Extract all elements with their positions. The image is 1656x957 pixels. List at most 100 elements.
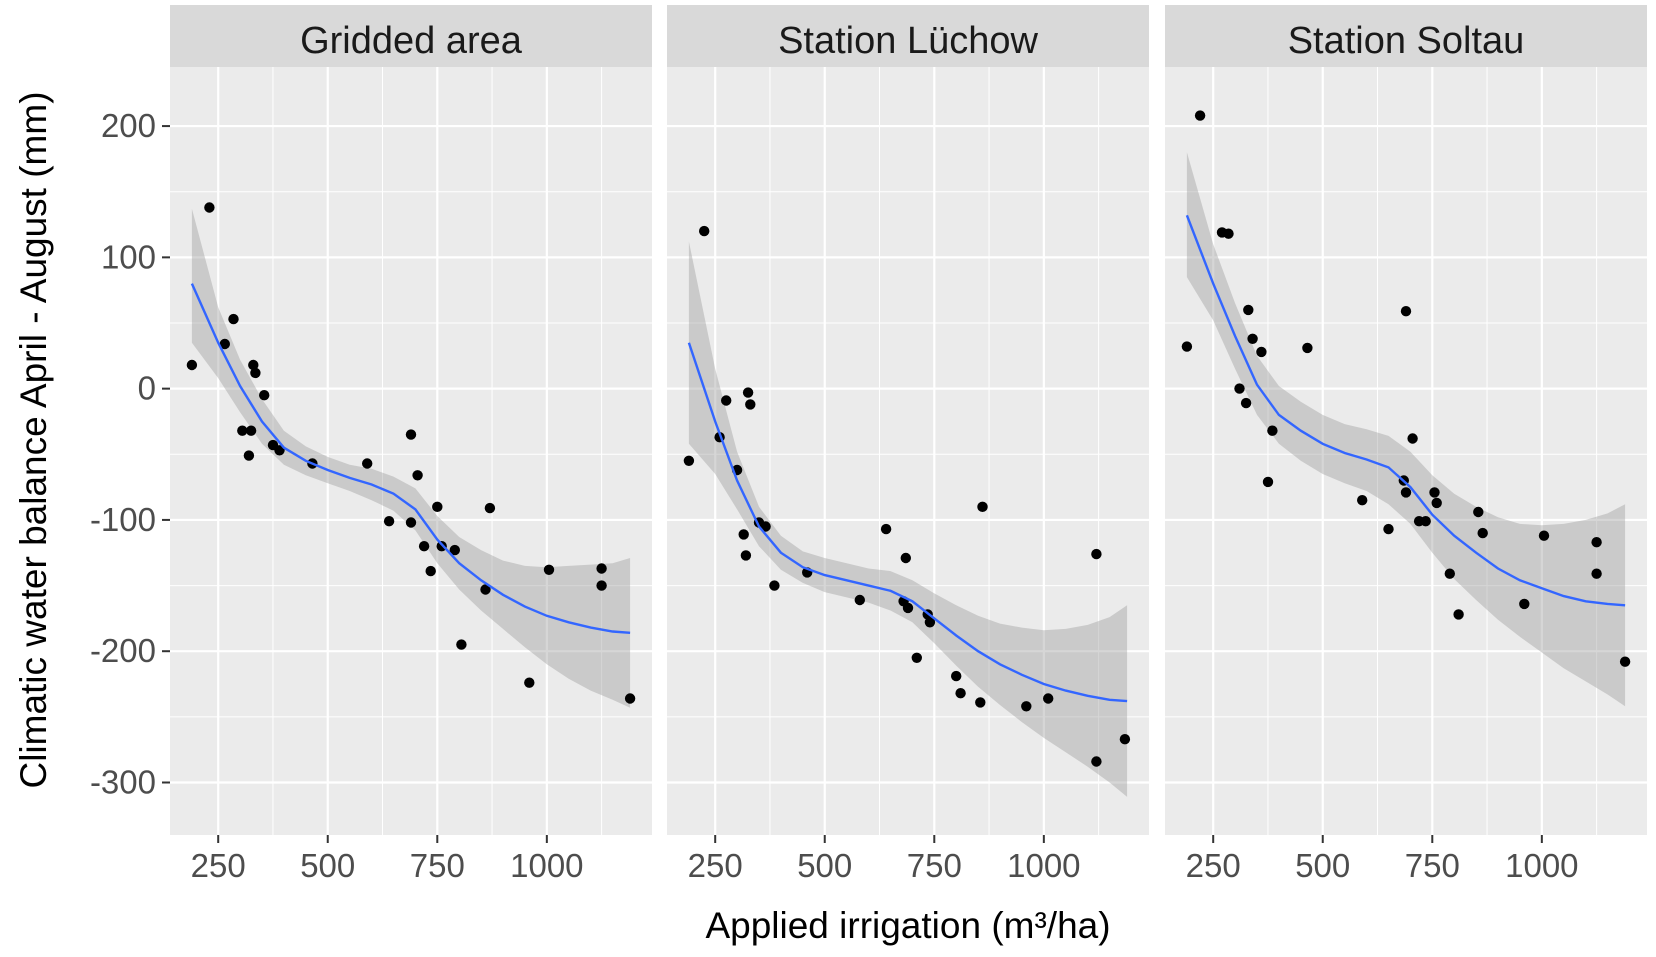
data-point xyxy=(1234,383,1245,394)
data-point xyxy=(951,670,962,682)
data-point xyxy=(237,425,248,436)
data-point xyxy=(1247,333,1258,344)
confidence-ribbon xyxy=(688,241,1128,797)
data-point xyxy=(228,313,239,325)
data-point xyxy=(1256,346,1267,358)
data-point xyxy=(738,529,749,540)
data-point xyxy=(924,617,936,628)
data-point xyxy=(740,550,752,561)
facet-title: Station Lüchow xyxy=(778,20,1038,62)
data-point xyxy=(1181,341,1193,352)
panel-background xyxy=(1165,67,1647,835)
panel-background xyxy=(170,67,652,835)
data-point xyxy=(1477,527,1488,539)
facet-panel: Station Lüchow 250 500 750 1000 xyxy=(667,5,1149,884)
data-point xyxy=(1194,110,1206,121)
data-point xyxy=(1119,734,1131,745)
facet-strip xyxy=(667,5,1149,67)
data-point xyxy=(1043,693,1054,704)
data-point xyxy=(1302,342,1313,354)
data-point xyxy=(1591,568,1602,579)
data-point xyxy=(1619,656,1631,667)
data-point xyxy=(1591,537,1602,548)
x-tick-label: 500 xyxy=(1295,847,1350,884)
smooth-trend-line xyxy=(1185,214,1626,607)
data-point xyxy=(250,367,261,379)
data-point xyxy=(760,521,771,532)
data-point xyxy=(1357,495,1368,506)
data-point xyxy=(425,565,436,577)
panels-layer: Gridded area 250 500 750 1000 Station Lüchow 2… xyxy=(170,5,1647,884)
data-point xyxy=(1091,548,1102,560)
facet-strip xyxy=(170,5,652,67)
data-point xyxy=(596,580,607,591)
data-point xyxy=(204,202,215,213)
x-axis-title: Applied irrigation (m³/ha) xyxy=(705,905,1110,946)
confidence-ribbon xyxy=(1186,152,1626,707)
x-tick-label: 1000 xyxy=(1505,847,1578,884)
data-point xyxy=(418,541,430,552)
data-point xyxy=(243,450,255,461)
data-point xyxy=(1243,304,1254,316)
x-tick-label: 250 xyxy=(191,847,246,884)
data-point xyxy=(484,502,496,514)
data-point xyxy=(900,552,911,564)
panel-background xyxy=(667,67,1149,835)
data-point xyxy=(480,584,491,595)
data-point xyxy=(1519,598,1530,610)
x-tick-label: 1000 xyxy=(1007,847,1080,884)
facet-title: Station Soltau xyxy=(1288,20,1525,62)
facet-panel: Gridded area 250 500 750 1000 xyxy=(170,5,652,884)
data-point xyxy=(274,445,285,456)
data-point xyxy=(219,338,230,350)
data-point xyxy=(1400,487,1412,498)
data-point xyxy=(624,693,636,704)
plot-area xyxy=(1165,67,1647,835)
data-point xyxy=(405,429,417,440)
data-point xyxy=(1240,397,1252,409)
x-tick-label: 250 xyxy=(688,847,743,884)
data-point xyxy=(683,455,695,466)
data-point xyxy=(412,470,423,481)
facet-strip xyxy=(1165,5,1647,67)
data-point xyxy=(1431,497,1442,509)
y-tick-label: 200 xyxy=(101,107,156,144)
x-tick-label: 500 xyxy=(300,847,355,884)
data-point xyxy=(880,523,892,535)
y-tick-label: 0 xyxy=(138,370,156,407)
data-point xyxy=(456,639,467,650)
x-tick-label: 250 xyxy=(1186,847,1241,884)
data-point xyxy=(769,580,780,591)
x-tick-label: 750 xyxy=(907,847,962,884)
facet-panel: Station Soltau 250 500 750 1000 xyxy=(1165,5,1647,884)
data-point xyxy=(977,501,988,512)
data-point xyxy=(383,516,395,527)
data-point xyxy=(524,677,535,688)
data-point xyxy=(186,359,198,371)
facet-title: Gridded area xyxy=(300,20,523,62)
data-point xyxy=(1021,701,1032,712)
plot-area xyxy=(667,67,1149,835)
y-tick-label: -100 xyxy=(90,501,156,538)
data-point xyxy=(1538,530,1550,541)
data-point xyxy=(721,395,732,406)
data-point xyxy=(543,564,555,575)
data-point xyxy=(1383,523,1394,535)
data-point xyxy=(405,517,417,528)
data-point xyxy=(911,652,922,663)
data-point xyxy=(699,225,710,237)
data-point xyxy=(902,602,914,614)
x-tick-label: 1000 xyxy=(510,847,583,884)
data-point xyxy=(854,594,865,606)
data-point xyxy=(1420,516,1431,527)
data-point xyxy=(1267,425,1278,436)
y-axis-title: Climatic water balance April - August (m… xyxy=(13,91,54,788)
data-point xyxy=(975,697,986,708)
x-tick-label: 750 xyxy=(410,847,465,884)
confidence-ribbon xyxy=(191,208,631,708)
data-point xyxy=(1262,476,1274,488)
y-tick-label: -200 xyxy=(90,632,156,669)
data-point xyxy=(432,501,443,512)
